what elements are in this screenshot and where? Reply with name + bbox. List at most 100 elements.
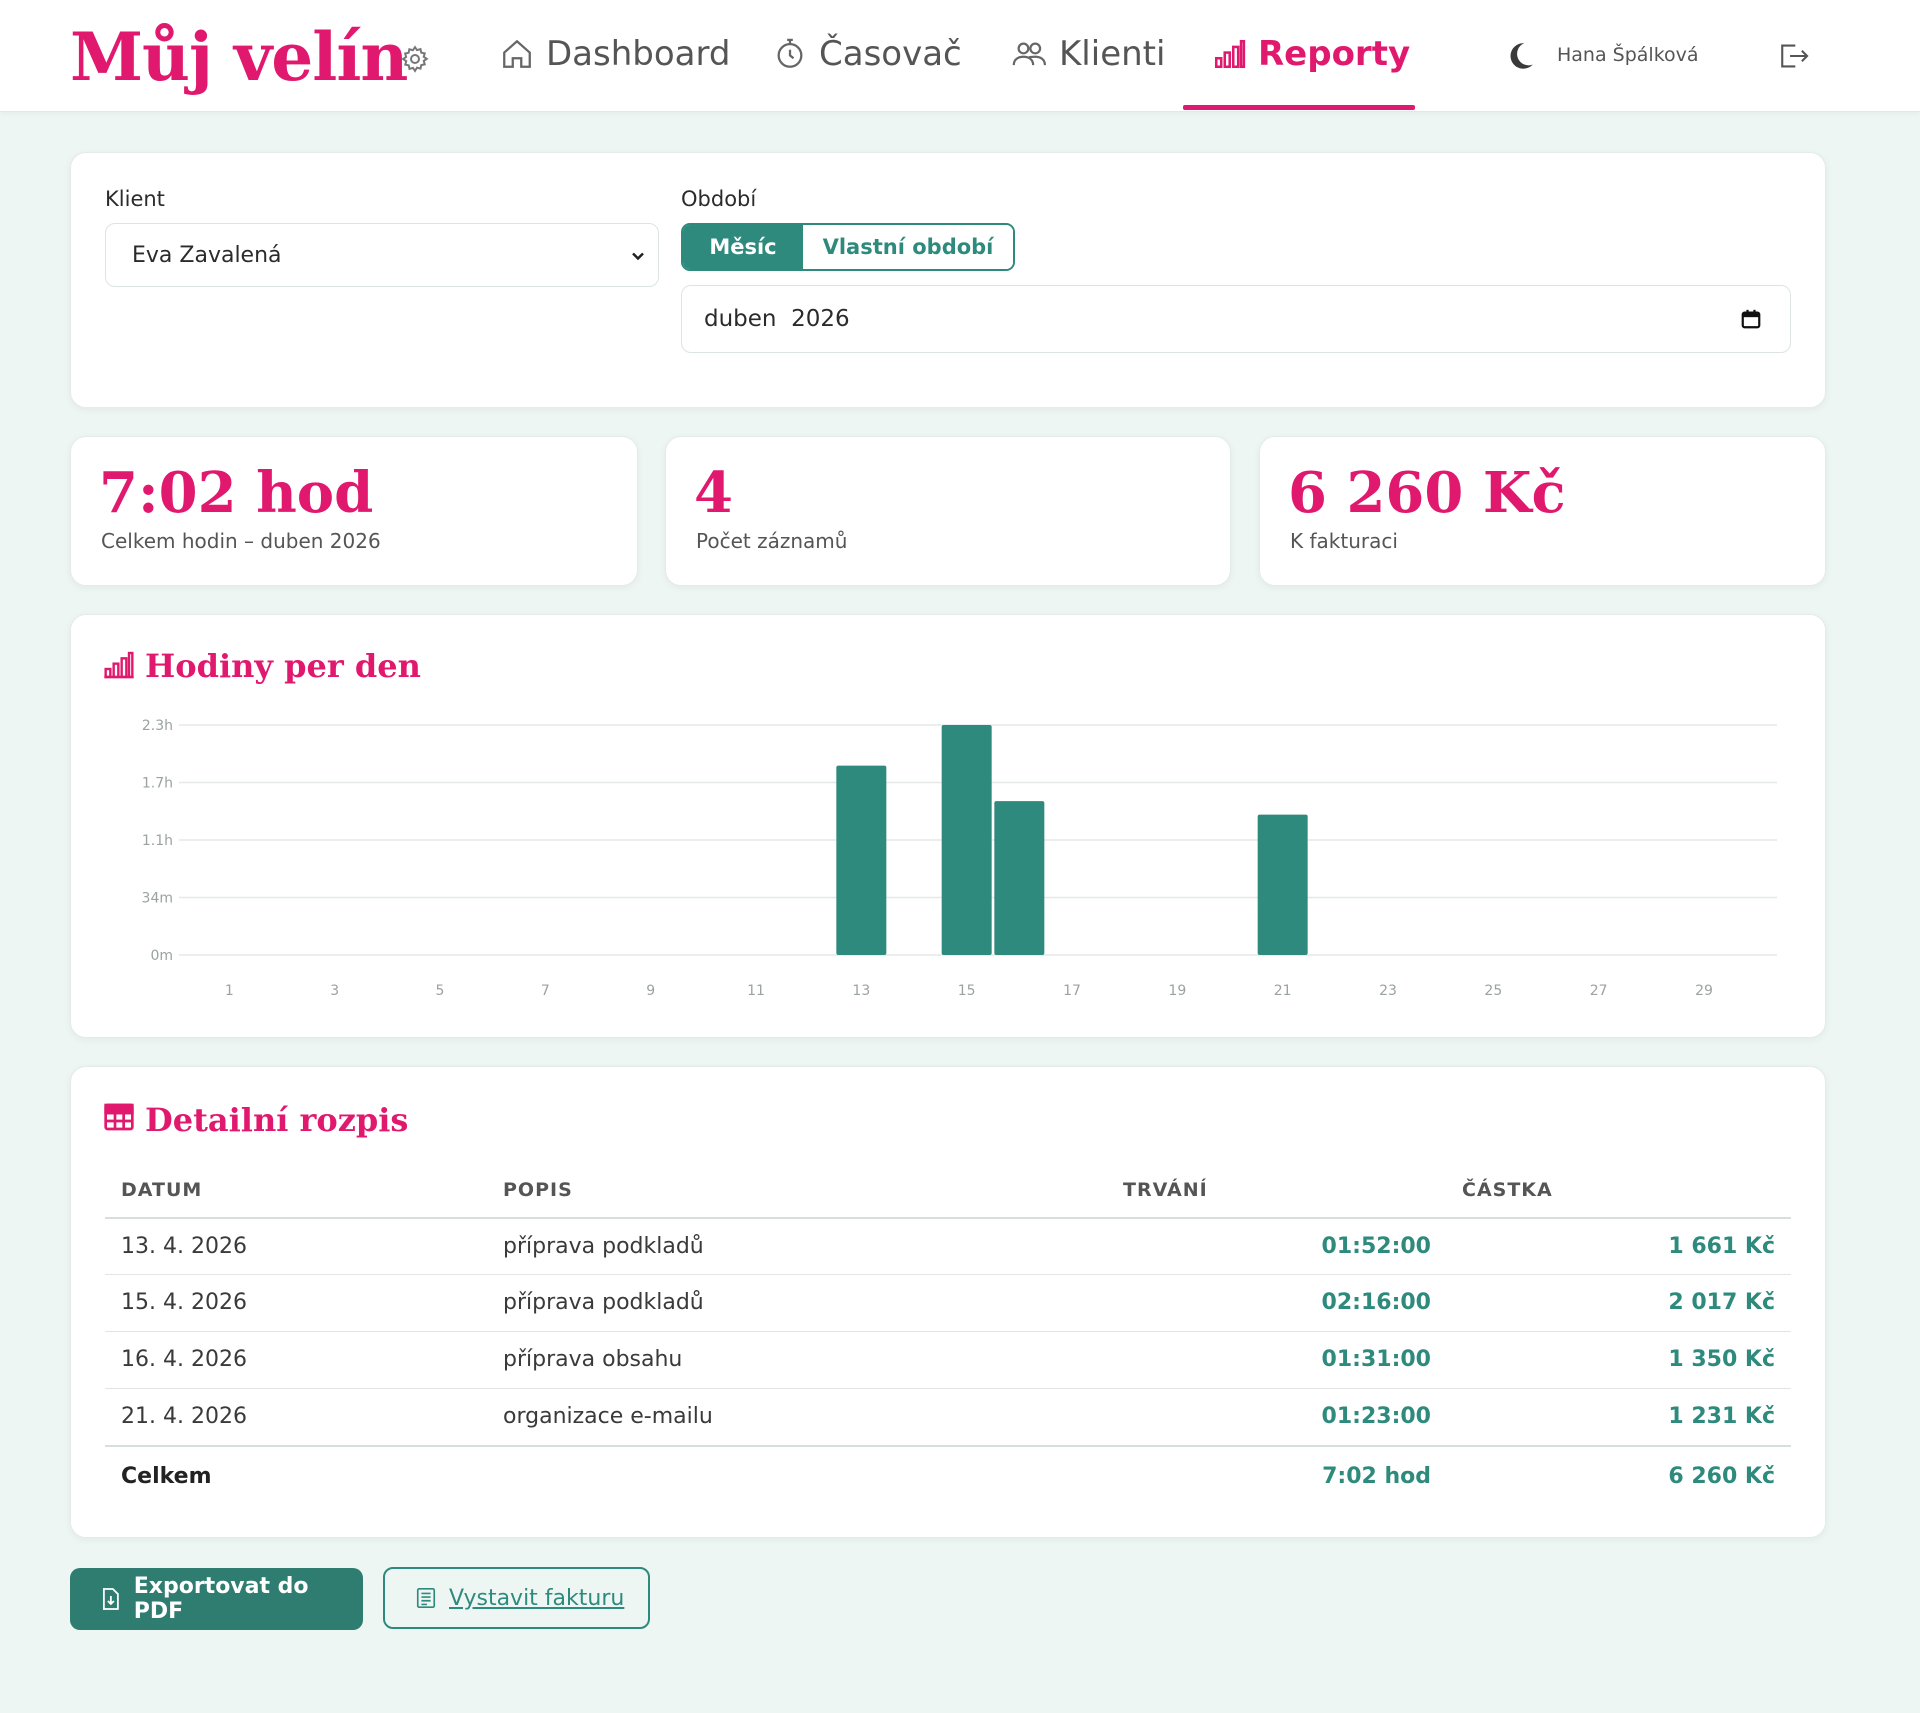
stat-card-billing: 6 260 Kč K fakturaci — [1259, 436, 1826, 586]
y-tick-label: 1.1h — [142, 833, 173, 849]
x-tick-label: 27 — [1590, 983, 1608, 999]
nav-clients[interactable]: Klienti — [1011, 28, 1165, 80]
x-tick-label: 11 — [747, 983, 765, 999]
moon-icon[interactable] — [1503, 38, 1537, 74]
row-date: 21. 4. 2026 — [121, 1404, 247, 1429]
top-navbar: Můj velín Dashboard Časovač Klienti Repo… — [0, 0, 1920, 112]
home-icon — [503, 39, 531, 68]
row-amount: 1 231 Kč — [1668, 1404, 1775, 1429]
row-date: 16. 4. 2026 — [121, 1347, 247, 1372]
y-tick-label: 2.3h — [142, 718, 173, 734]
table-row: 16. 4. 2026 příprava obsahu 01:31:00 1 3… — [105, 1331, 1791, 1388]
x-tick-label: 15 — [958, 983, 976, 999]
chart-card: Hodiny per den 0m 34m 1.1h 1.7h 2.3h 1 3 5 7 9 11 1… — [70, 614, 1826, 1038]
export-pdf-button[interactable]: Exportovat do PDF — [70, 1568, 363, 1630]
stat-billing-value: 6 260 Kč — [1288, 460, 1566, 526]
row-duration: 01:31:00 — [1321, 1347, 1431, 1372]
row-amount: 1 661 Kč — [1668, 1234, 1775, 1259]
calendar-icon[interactable] — [1740, 308, 1762, 330]
column-header-amount: ČÁSTKA — [1462, 1179, 1553, 1201]
row-duration: 02:16:00 — [1321, 1290, 1431, 1315]
nav-reports[interactable]: Reporty — [1212, 28, 1410, 80]
stopwatch-icon — [777, 38, 803, 68]
export-pdf-label: Exportovat do PDF — [133, 1574, 309, 1624]
table-icon — [104, 1103, 134, 1131]
x-tick-label: 29 — [1695, 983, 1713, 999]
logout-icon[interactable] — [1777, 40, 1811, 72]
table-row: 13. 4. 2026 příprava podkladů 01:52:00 1… — [105, 1217, 1791, 1274]
chevron-down-icon — [632, 252, 644, 261]
stat-hours-label: Celkem hodin – duben 2026 — [101, 529, 381, 553]
chart-bar-day-21[interactable] — [1257, 814, 1308, 955]
row-amount: 1 350 Kč — [1668, 1347, 1775, 1372]
x-tick-label: 9 — [646, 983, 655, 999]
client-select[interactable]: Eva Zavalená — [105, 223, 659, 287]
row-description: organizace e-mailu — [503, 1404, 713, 1429]
period-mode-custom[interactable]: Vlastní období — [803, 225, 1013, 269]
users-icon — [1012, 42, 1047, 66]
x-tick-label: 17 — [1063, 983, 1081, 999]
stat-records-label: Počet záznamů — [696, 529, 848, 553]
table-title: Detailní rozpis — [145, 1101, 409, 1139]
client-select-value: Eva Zavalená — [132, 242, 282, 268]
table-row: 21. 4. 2026 organizace e-mailu 01:23:00 … — [105, 1388, 1791, 1445]
nav-clients-label: Klienti — [1059, 34, 1166, 74]
table-total-row: Celkem 7:02 hod 6 260 Kč — [105, 1445, 1791, 1507]
filter-card: Klient Eva Zavalená Období Měsíc Vlastní… — [70, 152, 1826, 408]
row-date: 13. 4. 2026 — [121, 1234, 247, 1259]
bar-chart-icon — [104, 651, 134, 679]
total-label: Celkem — [121, 1464, 212, 1489]
row-description: příprava obsahu — [503, 1347, 683, 1372]
nav-reports-label: Reporty — [1258, 34, 1411, 74]
create-invoice-label: Vystavit fakturu — [449, 1585, 625, 1611]
gear-icon[interactable] — [400, 44, 430, 74]
stat-card-records: 4 Počet záznamů — [665, 436, 1231, 586]
month-picker-input[interactable]: duben 2026 — [681, 285, 1791, 353]
column-header-description: POPIS — [503, 1179, 573, 1201]
y-tick-label: 34m — [142, 890, 173, 906]
row-date: 15. 4. 2026 — [121, 1290, 247, 1315]
row-amount: 2 017 Kč — [1668, 1290, 1775, 1315]
x-tick-label: 25 — [1484, 983, 1502, 999]
chart-bar-day-13[interactable] — [836, 765, 887, 955]
total-amount: 6 260 Kč — [1668, 1464, 1775, 1489]
period-label: Období — [681, 187, 757, 211]
create-invoice-button[interactable]: Vystavit fakturu — [383, 1567, 650, 1629]
client-label: Klient — [105, 187, 165, 211]
column-header-duration: TRVÁNÍ — [1123, 1179, 1208, 1201]
row-description: příprava podkladů — [503, 1290, 704, 1315]
x-tick-label: 21 — [1274, 983, 1292, 999]
nav-timer[interactable]: Časovač — [773, 28, 962, 80]
x-tick-label: 23 — [1379, 983, 1397, 999]
table-row: 15. 4. 2026 příprava podkladů 02:16:00 2… — [105, 1274, 1791, 1331]
nav-timer-label: Časovač — [819, 34, 962, 74]
stat-card-hours: 7:02 hod Celkem hodin – duben 2026 — [70, 436, 638, 586]
month-picker-value: duben 2026 — [704, 306, 850, 332]
active-tab-indicator — [1183, 105, 1415, 110]
x-tick-label: 7 — [541, 983, 550, 999]
chart-title: Hodiny per den — [145, 647, 421, 685]
total-duration: 7:02 hod — [1322, 1464, 1431, 1489]
bar-chart-icon — [1214, 39, 1246, 69]
chart-bar-day-16[interactable] — [994, 801, 1045, 955]
column-header-date: DATUM — [121, 1179, 203, 1201]
row-duration: 01:52:00 — [1321, 1234, 1431, 1259]
x-tick-label: 13 — [852, 983, 870, 999]
y-tick-label: 0m — [150, 948, 173, 964]
row-description: příprava podkladů — [503, 1234, 704, 1259]
stat-records-value: 4 — [694, 460, 733, 526]
chart-bar-day-15[interactable] — [941, 725, 992, 955]
x-tick-label: 3 — [330, 983, 339, 999]
x-tick-label: 19 — [1168, 983, 1186, 999]
stat-hours-value: 7:02 hod — [99, 460, 374, 526]
detail-table-card: Detailní rozpis DATUM POPIS TRVÁNÍ ČÁSTK… — [70, 1066, 1826, 1538]
period-mode-toggle: Měsíc Vlastní období — [681, 223, 1015, 271]
nav-dashboard[interactable]: Dashboard — [500, 28, 730, 80]
y-tick-label: 1.7h — [142, 776, 173, 792]
nav-dashboard-label: Dashboard — [546, 34, 731, 74]
period-mode-month[interactable]: Měsíc — [683, 225, 803, 269]
stat-billing-label: K fakturaci — [1290, 529, 1398, 553]
file-download-icon — [102, 1588, 119, 1610]
brand-logo[interactable]: Můj velín — [70, 18, 408, 96]
